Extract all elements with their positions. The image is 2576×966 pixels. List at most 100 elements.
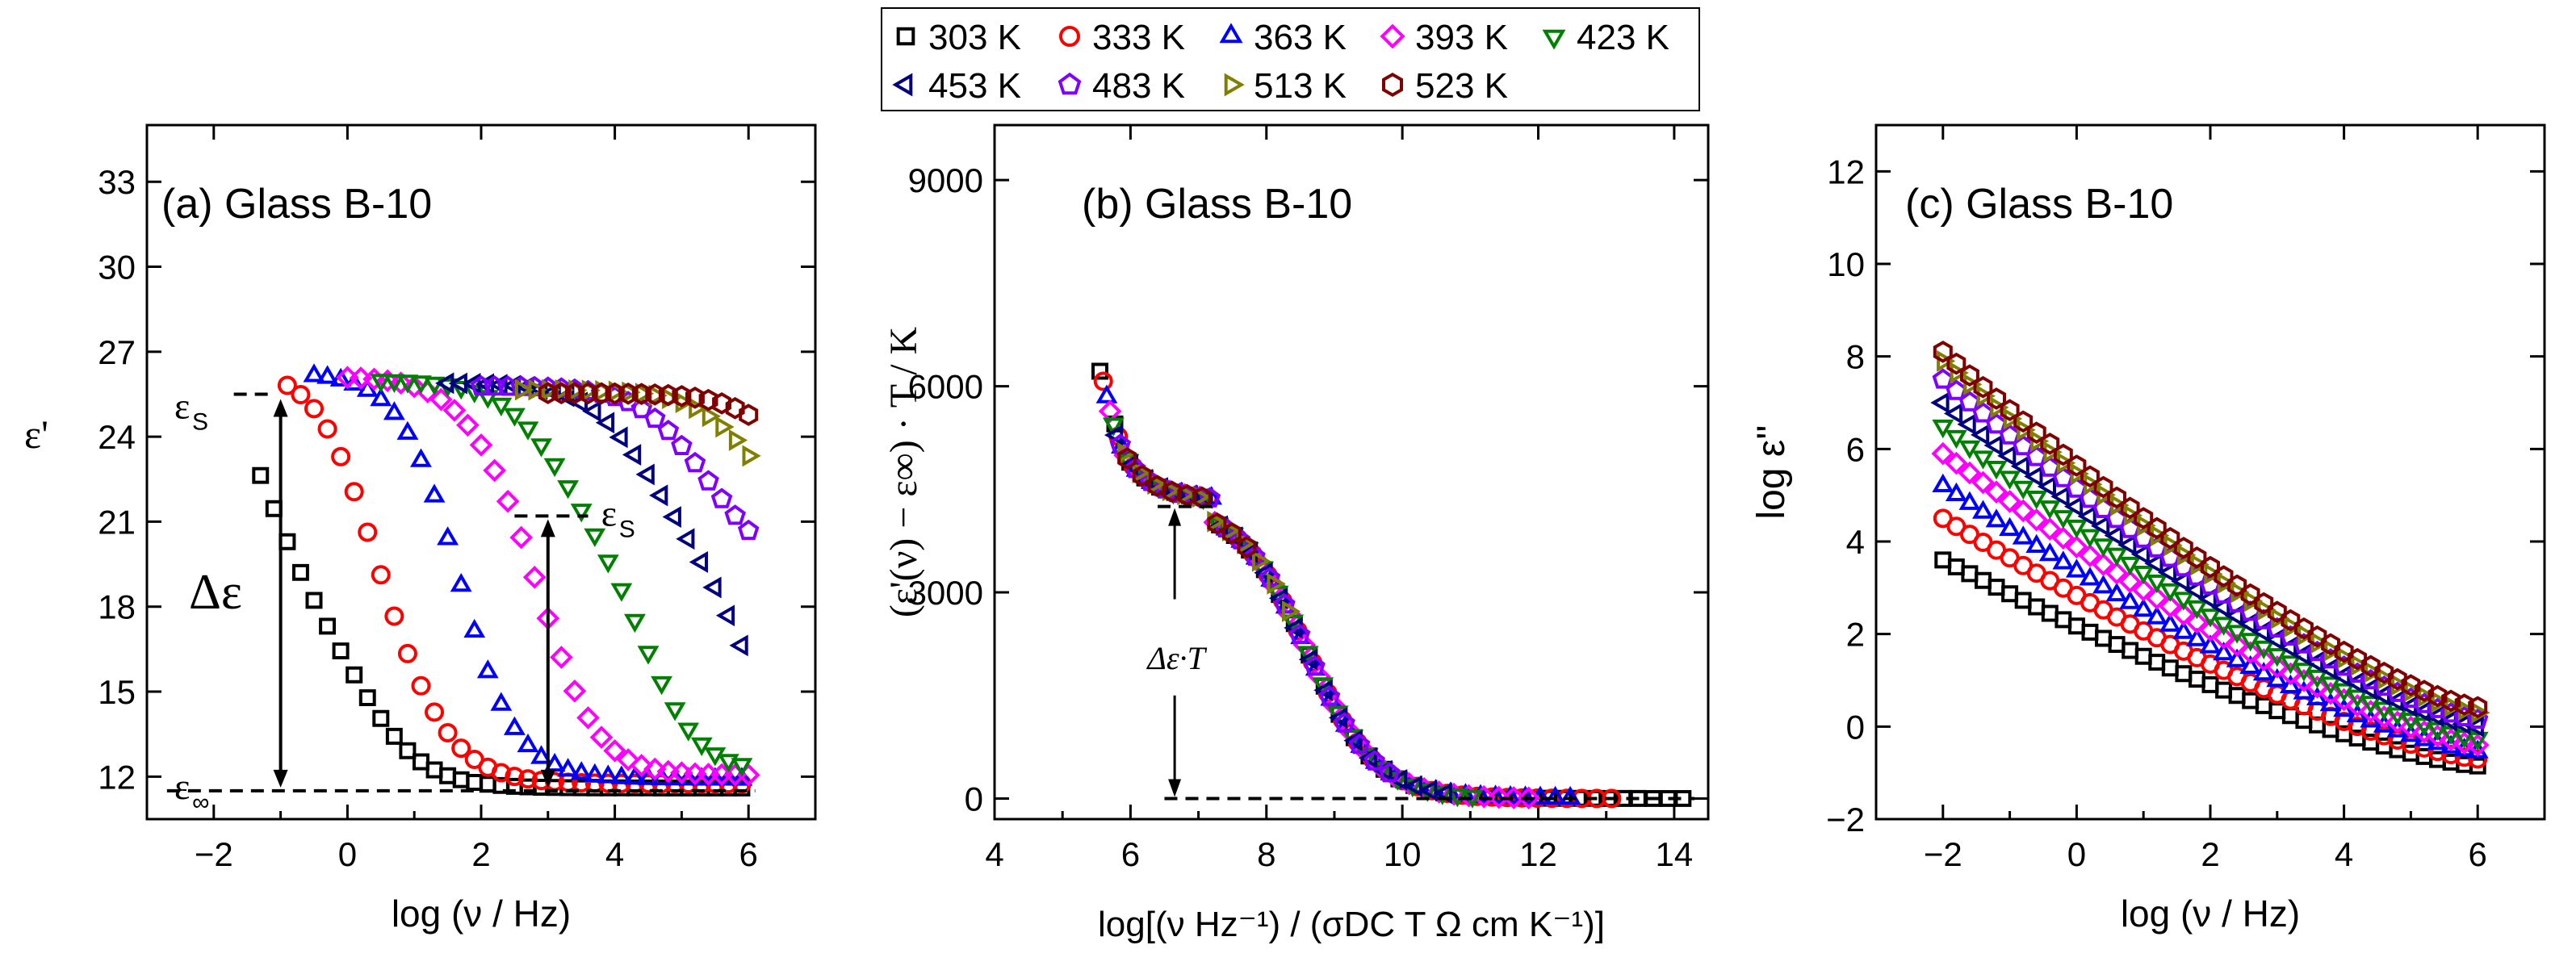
data-point	[490, 397, 513, 416]
data-point	[2348, 647, 2368, 671]
panel-b-xlabel: log[(ν Hz⁻¹) / (σDC T Ω cm K⁻¹)]	[1098, 905, 1605, 944]
data-point	[635, 463, 655, 486]
data-point	[610, 583, 633, 602]
data-point	[396, 420, 419, 440]
data-point	[2090, 515, 2110, 537]
data-point	[1267, 572, 1286, 595]
data-point	[2466, 708, 2489, 729]
data-point	[2468, 749, 2488, 769]
panel-c-xlabel: log (ν / Hz)	[2121, 893, 2300, 935]
data-point	[2038, 542, 2061, 562]
panel-a-ylabel: ε'	[24, 412, 48, 457]
data-point	[425, 761, 443, 779]
data-point	[1932, 368, 1954, 389]
data-point	[739, 404, 759, 426]
y-tick-label: 24	[98, 418, 136, 456]
eps-s2-arrow-head-top	[540, 519, 555, 537]
y-tick-label: 8	[1846, 338, 1865, 376]
legend-marker	[1059, 26, 1080, 47]
data-point	[503, 716, 526, 735]
data-point	[1544, 785, 1566, 805]
data-point	[2172, 603, 2196, 626]
legend-marker	[1058, 72, 1082, 95]
data-point	[2228, 687, 2246, 705]
data-point	[2198, 618, 2222, 642]
y-tick-label: 0	[965, 780, 983, 818]
data-point	[2130, 543, 2150, 566]
data-point	[1418, 779, 1438, 801]
y-tick-label: 4	[1846, 523, 1865, 561]
data-point	[429, 387, 453, 412]
data-point	[2017, 419, 2036, 441]
data-point	[451, 738, 471, 759]
y-tick-label: 30	[98, 249, 136, 286]
panel-b-frame	[993, 123, 1710, 821]
data-point	[1288, 623, 1311, 645]
data-point	[397, 643, 417, 663]
data-point	[2214, 565, 2234, 588]
x-tick-label: 12	[1519, 835, 1557, 873]
data-point	[1945, 451, 1968, 475]
data-point	[2145, 586, 2169, 610]
data-point	[1958, 440, 1981, 459]
data-point	[584, 763, 606, 782]
data-point	[522, 565, 547, 589]
data-point	[2026, 421, 2046, 445]
data-point	[725, 396, 745, 420]
data-point	[399, 742, 417, 759]
eps-s-label-right: ε	[601, 492, 617, 533]
data-point	[1945, 482, 1967, 501]
data-point	[2187, 546, 2207, 569]
data-point	[1934, 551, 1952, 569]
data-point	[2293, 680, 2315, 700]
data-point	[570, 761, 593, 780]
data-point	[2012, 480, 2034, 500]
data-point	[584, 528, 606, 547]
data-point	[385, 727, 403, 745]
data-point	[466, 774, 484, 791]
data-point	[610, 765, 633, 784]
data-point	[1602, 788, 1622, 809]
eps-s2-arrow-head-bottom	[540, 769, 555, 788]
data-point	[603, 738, 626, 763]
data-point	[731, 758, 753, 777]
data-point	[2025, 491, 2048, 510]
data-point	[1975, 571, 1992, 589]
data-point	[2441, 689, 2461, 713]
data-point	[490, 692, 513, 711]
data-point	[1946, 352, 1967, 375]
data-point	[476, 659, 499, 679]
data-point	[383, 401, 405, 420]
data-point	[1674, 790, 1692, 807]
data-point	[2105, 547, 2128, 567]
data-point	[384, 606, 404, 626]
data-point	[2268, 702, 2286, 720]
data-point	[370, 387, 392, 407]
data-point	[662, 506, 681, 528]
data-point	[595, 412, 615, 434]
data-point	[2144, 552, 2163, 575]
data-point	[1945, 429, 1967, 450]
data-point	[303, 363, 325, 383]
data-point	[1363, 750, 1385, 771]
data-point	[2052, 510, 2075, 529]
data-point	[1091, 362, 1108, 380]
data-point	[1984, 480, 2008, 504]
data-point	[717, 754, 739, 773]
data-point	[624, 766, 646, 785]
data-point	[2025, 508, 2049, 532]
x-tick-label: 6	[739, 835, 758, 873]
delta-eps-t-label: Δε·T	[1146, 640, 1207, 676]
data-point	[2134, 507, 2154, 529]
data-point	[689, 551, 708, 573]
data-point	[702, 405, 721, 428]
data-point	[2386, 707, 2409, 726]
data-point	[1963, 373, 1983, 395]
legend-label: 513 K	[1254, 66, 1347, 106]
data-point	[331, 446, 351, 466]
data-point	[1221, 521, 1242, 545]
data-point	[1972, 500, 1994, 519]
data-point	[1093, 371, 1113, 391]
data-point	[2399, 715, 2423, 739]
data-point	[1987, 387, 2006, 410]
